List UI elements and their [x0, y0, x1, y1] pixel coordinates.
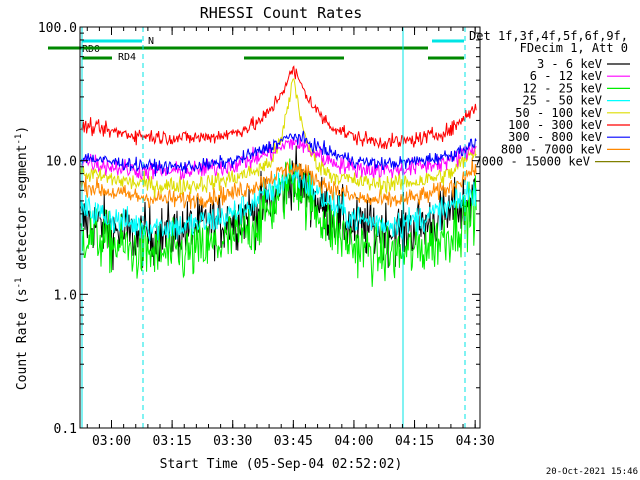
y-axis-label: Count Rate (s-1 detector segment-1)	[14, 126, 30, 390]
y-tick-label: 0.1	[54, 422, 77, 437]
axes: 0.1 1.0 10.0 100.0 03:00 03:15 03:30 03:45 04:00…	[38, 21, 495, 449]
x-tick-label: 04:15	[395, 434, 434, 449]
legend-label: 12 - 25 keV	[523, 81, 602, 95]
legend-label: 50 - 100 keV	[515, 106, 602, 120]
legend-label: 800 - 7000 keV	[501, 142, 602, 156]
series-line	[80, 157, 477, 210]
legend-label: 7000 - 15000 keV	[474, 155, 590, 169]
series-lines	[80, 65, 477, 287]
x-tick-label: 03:45	[274, 434, 313, 449]
flag-label-n: N	[148, 36, 154, 47]
y-tick-label: 100.0	[38, 21, 77, 36]
legend-label: 25 - 50 keV	[523, 94, 602, 108]
footer-timestamp: 20-Oct-2021 15:46	[546, 467, 638, 477]
x-tick-label: 03:30	[213, 434, 252, 449]
legend-label: 100 - 300 keV	[508, 118, 602, 132]
series-line	[80, 130, 477, 177]
legend-label: 300 - 800 keV	[508, 130, 602, 144]
legend-label: 6 - 12 keV	[530, 69, 602, 83]
x-tick-label: 04:00	[334, 434, 373, 449]
x-tick-label: 03:15	[153, 434, 192, 449]
legend-header-1: Det 1f,3f,4f,5f,6f,9f,	[469, 29, 628, 43]
series-line	[80, 65, 477, 150]
x-tick-label: 03:00	[92, 434, 131, 449]
y-tick-label: 1.0	[54, 288, 77, 303]
x-axis-label: Start Time (05-Sep-04 02:52:02)	[160, 457, 403, 472]
x-tick-label: 04:30	[456, 434, 495, 449]
series-line	[80, 158, 477, 287]
legend-label: 3 - 6 keV	[537, 57, 602, 71]
plot-frame	[79, 26, 481, 429]
series-line	[80, 164, 477, 241]
flag-label-rd4: RD4	[118, 52, 136, 63]
series-line	[80, 135, 477, 181]
y-tick-label: 10.0	[46, 155, 77, 170]
legend-header-2: FDecim 1, Att 0	[520, 41, 628, 55]
chart-title: RHESSI Count Rates	[200, 4, 363, 22]
series-line	[80, 78, 477, 198]
